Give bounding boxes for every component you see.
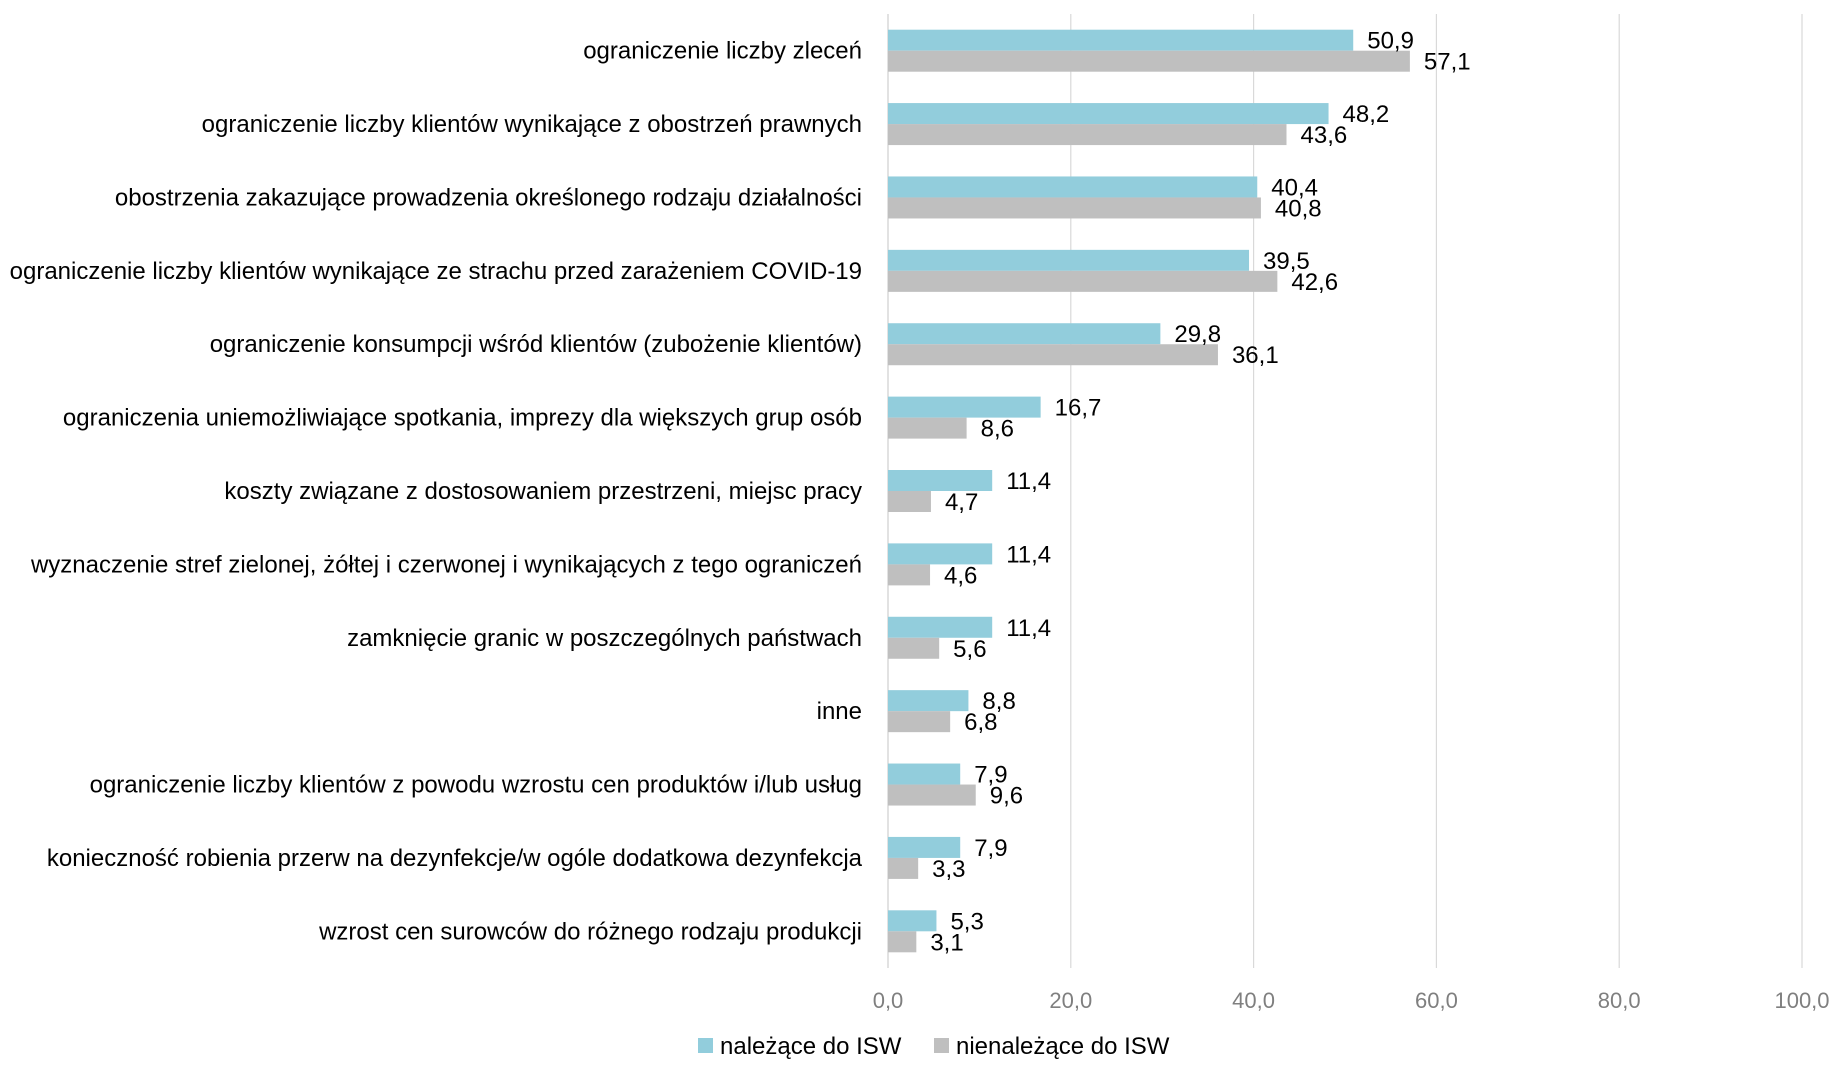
bar-isw: [888, 616, 993, 638]
legend-label: należące do ISW: [720, 1033, 902, 1060]
bar-isw: [888, 323, 1161, 345]
category-label: zamknięcie granic w poszczególnych państ…: [347, 625, 862, 652]
x-axis: 0,0 20,0 40,0 60,0 80,0 100,0: [873, 988, 1830, 1013]
data-label: 40,8: [1275, 195, 1322, 222]
bar-isw: [888, 543, 993, 565]
data-label: 43,6: [1301, 122, 1348, 149]
x-tick-label: 80,0: [1598, 988, 1641, 1013]
data-label: 11,4: [1006, 541, 1051, 568]
bar-non-isw: [888, 711, 951, 733]
data-label: 3,3: [932, 856, 965, 883]
data-label: 6,8: [964, 709, 997, 736]
data-label: 7,9: [974, 835, 1007, 862]
x-tick-label: 60,0: [1415, 988, 1458, 1013]
x-tick-label: 0,0: [873, 988, 904, 1013]
category-label: ograniczenia uniemożliwiające spotkania,…: [63, 405, 862, 432]
category-label: ograniczenie liczby klientów wynikające …: [10, 258, 862, 285]
bar-isw: [888, 836, 961, 858]
data-label: 5,3: [950, 908, 983, 935]
data-label: 39,5: [1263, 248, 1310, 275]
bar-non-isw: [888, 564, 931, 586]
data-label: 40,4: [1271, 174, 1318, 201]
bar-non-isw: [888, 637, 940, 659]
data-label: 11,4: [1006, 615, 1051, 642]
bar-non-isw: [888, 197, 1261, 219]
category-label: inne: [817, 698, 862, 725]
bar-non-isw: [888, 50, 1410, 72]
legend-swatch-non-isw: [934, 1038, 949, 1053]
category-label: ograniczenie liczby klientów z powodu wz…: [90, 772, 862, 799]
data-label: 57,1: [1424, 49, 1471, 76]
bar-non-isw: [888, 124, 1287, 146]
bar-non-isw: [888, 344, 1218, 366]
data-label: 29,8: [1174, 321, 1221, 348]
legend-label: nienależące do ISW: [956, 1033, 1170, 1060]
data-label: 3,1: [930, 929, 963, 956]
labels: ograniczenie liczby zleceń 50,9 57,1 ograni…: [10, 28, 1471, 957]
category-label: ograniczenie liczby zleceń: [583, 38, 862, 65]
bar-non-isw: [888, 491, 931, 512]
bar-non-isw: [888, 857, 919, 879]
category-label: wzrost cen surowców do różnego rodzaju p…: [318, 918, 862, 945]
bar-isw: [888, 763, 961, 785]
bar-non-isw: [888, 784, 976, 806]
data-label: 9,6: [990, 783, 1023, 810]
category-label: obostrzenia zakazujące prowadzenia okreś…: [115, 184, 862, 211]
bar-isw: [888, 470, 993, 491]
data-label: 8,8: [982, 688, 1015, 715]
category-label: koszty związane z dostosowaniem przestrz…: [224, 478, 862, 505]
bar-isw: [888, 396, 1041, 418]
bar-isw: [888, 690, 969, 712]
bars: [888, 29, 1410, 953]
bar-non-isw: [888, 417, 967, 439]
category-label: konieczność robienia przerw na dezynfekc…: [47, 845, 863, 872]
category-label: wyznaczenie stref zielonej, żółtej i cze…: [30, 551, 862, 578]
gridlines: [887, 14, 1803, 968]
data-label: 4,6: [944, 562, 977, 589]
data-label: 48,2: [1343, 101, 1390, 128]
legend-swatch-isw: [698, 1038, 713, 1053]
bar-non-isw: [888, 270, 1278, 292]
bar-non-isw: [888, 931, 917, 953]
bar-isw: [888, 176, 1258, 198]
data-label: 5,6: [953, 636, 986, 663]
data-label: 16,7: [1055, 395, 1102, 422]
data-label: 50,9: [1367, 28, 1414, 55]
x-tick-label: 20,0: [1049, 988, 1092, 1013]
category-label: ograniczenie konsumpcji wśród klientów (…: [210, 331, 862, 358]
data-label: 7,9: [974, 762, 1007, 789]
data-label: 36,1: [1232, 342, 1279, 369]
x-tick-label: 40,0: [1232, 988, 1275, 1013]
bar-isw: [888, 103, 1329, 125]
data-label: 42,6: [1291, 269, 1338, 296]
bar-isw: [888, 910, 937, 932]
legend: należące do ISW nienależące do ISW: [698, 1033, 1170, 1060]
category-label: ograniczenie liczby klientów wynikające …: [202, 111, 862, 138]
bar-isw: [888, 29, 1354, 51]
bar-isw: [888, 249, 1250, 271]
data-label: 8,6: [981, 416, 1014, 443]
data-label: 4,7: [945, 489, 978, 516]
data-label: 11,4: [1006, 468, 1051, 495]
x-tick-label: 100,0: [1774, 988, 1829, 1013]
